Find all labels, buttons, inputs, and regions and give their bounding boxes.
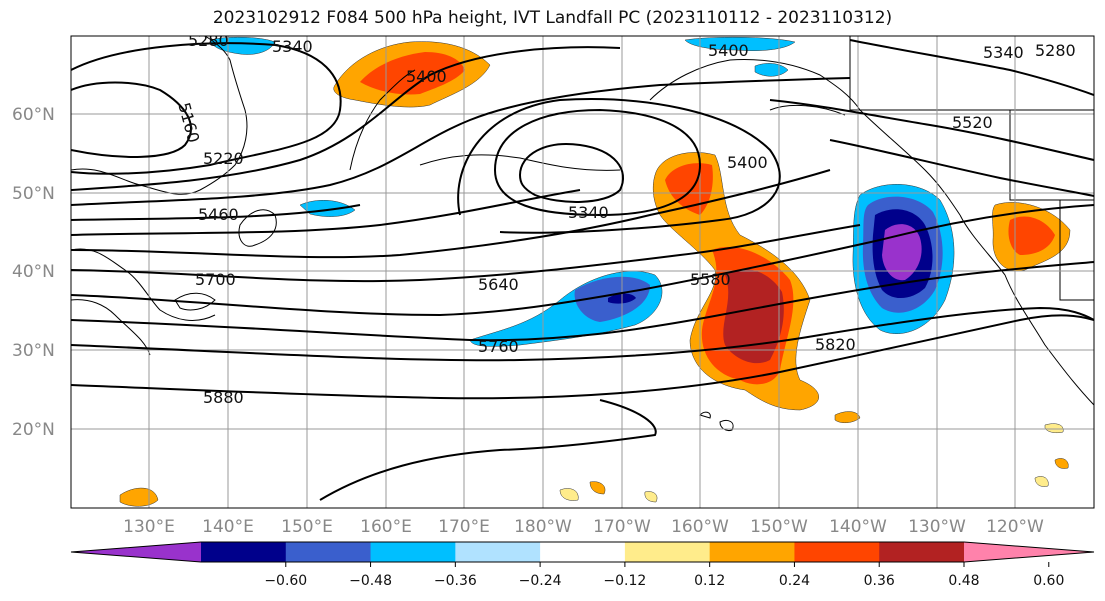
- colorbar-swatch: [794, 542, 880, 562]
- contour-label: 5280: [1035, 41, 1076, 60]
- contour-label: 5880: [203, 388, 244, 407]
- lon-label: 150°E: [281, 517, 333, 537]
- lon-label: 130°E: [123, 517, 175, 537]
- colorbar-tick-label: 0.60: [1033, 573, 1064, 589]
- contour-label: 5340: [568, 203, 609, 222]
- lat-label: 50°N: [12, 184, 55, 204]
- lat-label: 20°N: [12, 420, 55, 440]
- contour-label: 5580: [690, 270, 731, 289]
- latitude-labels: 60°N 50°N 40°N 30°N 20°N: [12, 105, 55, 440]
- contour-label: 5460: [198, 205, 239, 224]
- contour-label: 5340: [983, 43, 1024, 62]
- lon-label: 140°W: [829, 517, 887, 537]
- colorbar-swatch: [285, 542, 372, 562]
- colorbar-tick-label: −0.48: [349, 573, 392, 589]
- lon-label: 170°E: [438, 517, 490, 537]
- lat-label: 30°N: [12, 341, 55, 361]
- lat-label: 40°N: [12, 262, 55, 282]
- colorbar-tick-label: −0.36: [434, 573, 477, 589]
- lon-label: 150°W: [750, 517, 808, 537]
- contour-label: 5640: [478, 275, 519, 294]
- contour-label: 5340: [272, 37, 313, 56]
- contour-label: 5760: [478, 337, 519, 356]
- colorbar-swatch: [540, 542, 626, 562]
- coastlines: [71, 36, 1094, 431]
- colorbar: −0.60 −0.48 −0.36 −0.24 −0.12 0.12 0.24 0.36 0.4…: [70, 541, 1095, 589]
- lon-label: 180°W: [514, 517, 572, 537]
- longitude-labels: 130°E 140°E 150°E 160°E 170°E 180°W 170°…: [123, 517, 1044, 537]
- colorbar-tick-label: −0.24: [519, 573, 562, 589]
- colorbar-tick-label: 0.48: [948, 573, 979, 589]
- colorbar-tick-label: −0.12: [603, 573, 646, 589]
- colorbar-tick-label: 0.12: [694, 573, 725, 589]
- colorbar-swatch: [879, 542, 965, 562]
- contour-label: 5820: [815, 335, 856, 354]
- colorbar-swatch: [201, 542, 287, 562]
- lon-label: 130°W: [908, 517, 966, 537]
- plot-frame: [70, 35, 1095, 509]
- colorbar-extend-high: [964, 542, 1094, 562]
- height-contours: [71, 39, 1094, 501]
- colorbar-tick-label: 0.36: [864, 573, 895, 589]
- contour-label: 5700: [195, 270, 236, 289]
- lon-label: 170°W: [593, 517, 651, 537]
- colorbar-tick-label: −0.60: [264, 573, 307, 589]
- map-title: 2023102912 F084 500 hPa height, IVT Land…: [212, 8, 893, 28]
- colorbar-swatch: [709, 542, 795, 562]
- graticule: [71, 36, 1094, 508]
- colorbar-outline: [70, 541, 1095, 563]
- contour-label: 5280: [188, 31, 229, 50]
- colorbar-swatch: [370, 542, 456, 562]
- contour-label: 5220: [203, 149, 244, 168]
- lon-label: 120°W: [986, 517, 1044, 537]
- lon-label: 140°E: [202, 517, 254, 537]
- colorbar-swatch: [455, 542, 541, 562]
- contour-label: 5400: [727, 153, 768, 172]
- contour-labels: 5280 5340 5400 5400 5340 5280 5160 5220 …: [174, 31, 1076, 407]
- lat-label: 60°N: [12, 105, 55, 125]
- contour-label: 5520: [952, 113, 993, 132]
- lon-label: 160°E: [360, 517, 412, 537]
- contour-label: 5400: [708, 41, 749, 60]
- colorbar-extend-low: [71, 542, 201, 562]
- colorbar-swatch: [624, 542, 711, 562]
- colorbar-tick-label: 0.24: [779, 573, 810, 589]
- lon-label: 160°W: [671, 517, 729, 537]
- contour-label: 5400: [406, 67, 447, 86]
